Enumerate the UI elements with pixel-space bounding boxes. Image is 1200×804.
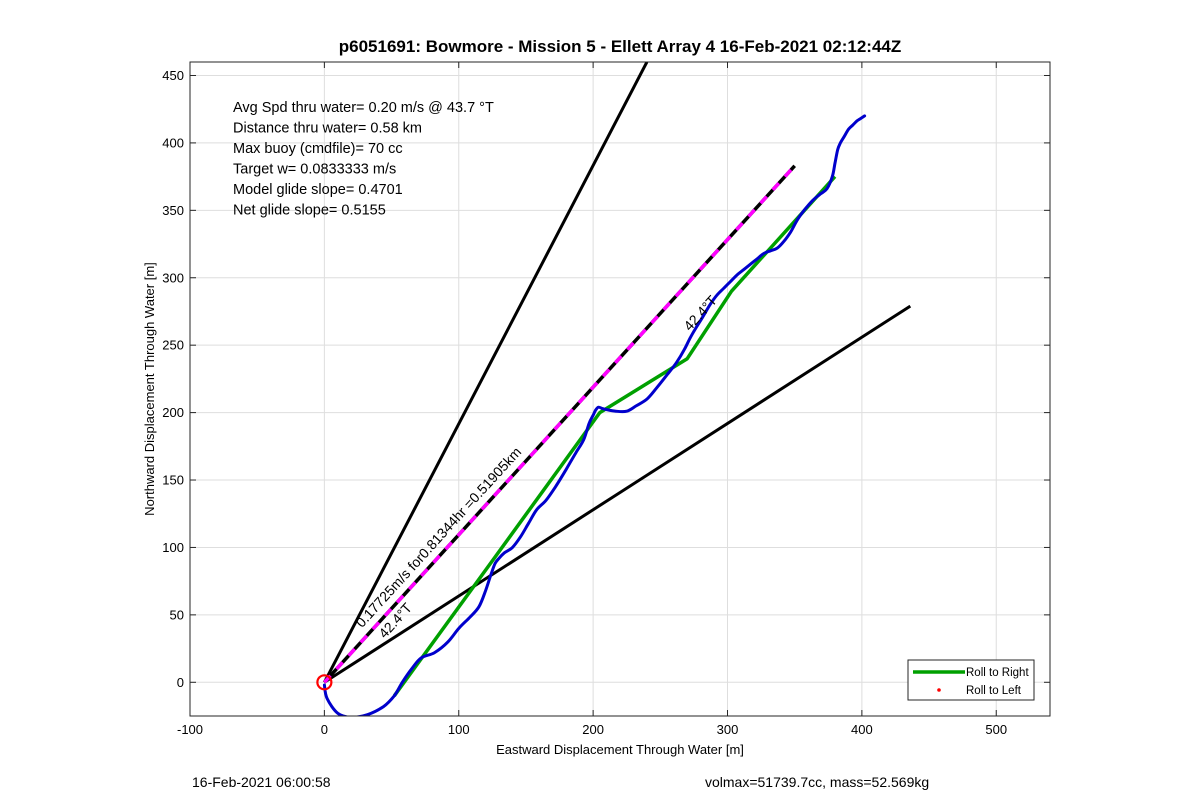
x-tick-label: 200 [582, 722, 604, 737]
chart-title: p6051691: Bowmore - Mission 5 - Ellett A… [339, 37, 902, 56]
x-tick-label: -100 [177, 722, 203, 737]
legend-label: Roll to Left [966, 685, 1022, 697]
y-tick-label: 450 [162, 68, 184, 83]
axis-ticks: -100 0 100 200 300 400 500 0 50 100 150 200 250 300 35… [162, 62, 1050, 737]
y-tick-label: 250 [162, 338, 184, 353]
x-tick-label: 0 [321, 722, 328, 737]
roll-to-right-line [392, 175, 837, 697]
y-tick-label: 200 [162, 405, 184, 420]
footer-volmax-mass: volmax=51739.7cc, mass=52.569kg [705, 774, 930, 790]
legend-swatch-dot [937, 688, 941, 692]
footer-timestamp: 16-Feb-2021 06:00:58 [192, 774, 331, 790]
y-tick-label: 300 [162, 270, 184, 285]
info-line: Target w= 0.0833333 m/s [233, 162, 396, 178]
annotation-label: 42.4°T [680, 292, 720, 334]
x-axis-label: Eastward Displacement Through Water [m] [496, 742, 744, 757]
info-line: Max buoy (cmdfile)= 70 cc [233, 141, 403, 157]
axes-frame [189, 61, 1051, 717]
y-tick-label: 150 [162, 473, 184, 488]
heading-line-dash [323, 164, 796, 684]
legend: Roll to Right Roll to Left [907, 659, 1035, 701]
legend-box [907, 659, 1035, 701]
cone-left-line [323, 62, 649, 683]
info-line: Distance thru water= 0.58 km [233, 121, 422, 137]
y-tick-label: 350 [162, 203, 184, 218]
y-tick-label: 100 [162, 540, 184, 555]
x-tick-label: 300 [717, 722, 739, 737]
x-tick-label: 400 [851, 722, 873, 737]
info-line: Avg Spd thru water= 0.20 m/s @ 43.7 °T [233, 100, 494, 116]
annotation-label: 0.17725m/s for0.81344hr =0.51905km [352, 444, 524, 631]
glider-track-line [322, 114, 867, 716]
y-tick-label: 50 [170, 607, 184, 622]
y-axis-label: Northward Displacement Through Water [m] [142, 262, 157, 516]
x-tick-label: 500 [985, 722, 1007, 737]
y-tick-label: 400 [162, 135, 184, 150]
y-tick-label: 0 [177, 675, 184, 690]
legend-label: Roll to Right [966, 667, 1029, 679]
plot-area [316, 62, 912, 716]
x-tick-label: 100 [448, 722, 470, 737]
info-line: Model glide slope= 0.4701 [233, 182, 403, 198]
cone-right-line [323, 304, 912, 684]
info-text-block: Avg Spd thru water= 0.20 m/s @ 43.7 °T Di… [233, 100, 494, 219]
grid-lines [189, 62, 1050, 716]
info-line: Net glide slope= 0.5155 [233, 203, 386, 219]
start-marker [316, 674, 333, 691]
